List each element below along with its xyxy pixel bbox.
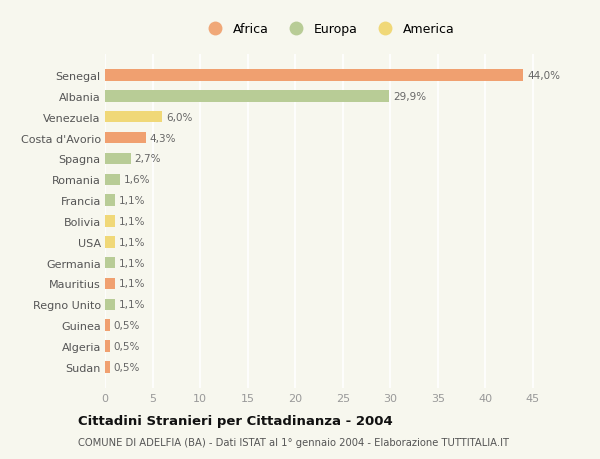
- Text: 4,3%: 4,3%: [150, 133, 176, 143]
- Text: 44,0%: 44,0%: [527, 71, 560, 81]
- Text: 1,1%: 1,1%: [119, 300, 146, 310]
- Bar: [105, 278, 115, 290]
- Bar: [105, 174, 120, 185]
- Bar: [105, 112, 162, 123]
- Text: 0,5%: 0,5%: [113, 341, 140, 351]
- Text: 1,6%: 1,6%: [124, 175, 151, 185]
- Text: 6,0%: 6,0%: [166, 112, 192, 123]
- Text: 1,1%: 1,1%: [119, 237, 146, 247]
- Text: 1,1%: 1,1%: [119, 258, 146, 268]
- Bar: [105, 299, 115, 310]
- Bar: [105, 341, 110, 352]
- Text: COMUNE DI ADELFIA (BA) - Dati ISTAT al 1° gennaio 2004 - Elaborazione TUTTITALIA: COMUNE DI ADELFIA (BA) - Dati ISTAT al 1…: [78, 437, 509, 447]
- Bar: [105, 91, 389, 102]
- Text: 0,5%: 0,5%: [113, 320, 140, 330]
- Bar: [105, 70, 523, 82]
- Text: Cittadini Stranieri per Cittadinanza - 2004: Cittadini Stranieri per Cittadinanza - 2…: [78, 414, 393, 428]
- Bar: [105, 195, 115, 207]
- Text: 29,9%: 29,9%: [393, 92, 426, 102]
- Bar: [105, 236, 115, 248]
- Legend: Africa, Europa, America: Africa, Europa, America: [198, 18, 459, 41]
- Text: 2,7%: 2,7%: [134, 154, 161, 164]
- Text: 1,1%: 1,1%: [119, 217, 146, 226]
- Text: 0,5%: 0,5%: [113, 362, 140, 372]
- Bar: [105, 216, 115, 227]
- Text: 1,1%: 1,1%: [119, 279, 146, 289]
- Text: 1,1%: 1,1%: [119, 196, 146, 206]
- Bar: [105, 320, 110, 331]
- Bar: [105, 153, 131, 165]
- Bar: [105, 361, 110, 373]
- Bar: [105, 133, 146, 144]
- Bar: [105, 257, 115, 269]
